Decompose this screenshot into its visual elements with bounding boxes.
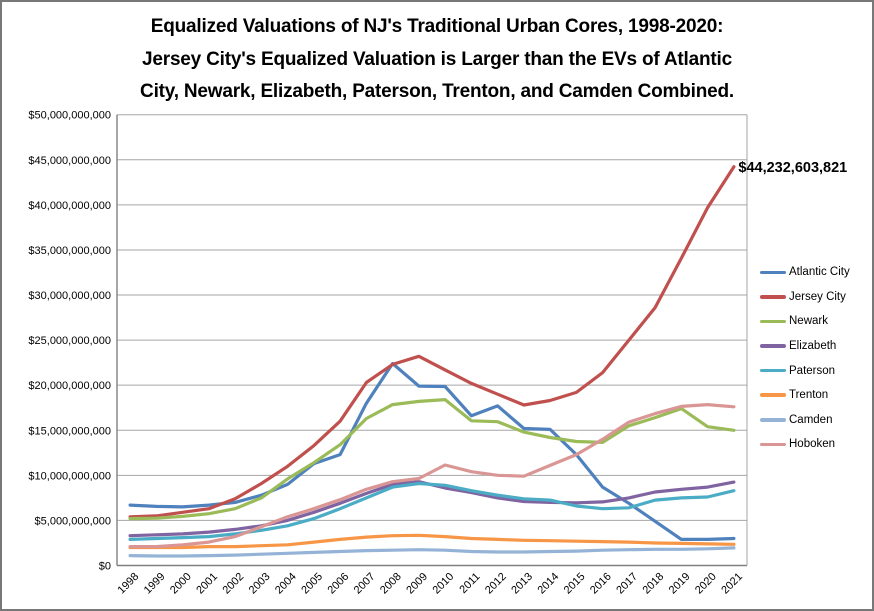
legend-label: Trenton: [789, 389, 829, 402]
x-tick-label: 2001: [194, 571, 220, 597]
series-line-hoboken: [128, 403, 736, 549]
legend-label: Paterson: [789, 364, 836, 377]
x-tick-label: 2006: [326, 571, 352, 597]
x-tick-label: 2013: [509, 571, 535, 597]
series-line-camden: [128, 546, 736, 558]
chart-title-line-3: City, Newark, Elizabeth, Paterson, Trent…: [140, 81, 734, 102]
legend-item-trenton: Trenton: [760, 383, 872, 408]
chart-title-line-2: Jersey City's Equalized Valuation is Lar…: [142, 48, 732, 70]
y-tick-label: $40,000,000,000: [28, 200, 111, 212]
legend-swatch-trenton: [760, 393, 786, 398]
legend-label: Camden: [789, 413, 833, 426]
legend-swatch-newark: [760, 319, 786, 324]
x-tick-label: 2017: [614, 571, 640, 597]
legend-item-hoboken: Hoboken: [760, 432, 872, 457]
legend-label: Newark: [789, 315, 828, 328]
legend-swatch-atlantic-city: [760, 270, 786, 275]
legend: Atlantic City Jersey City Newark Elizabeth P…: [760, 260, 872, 457]
x-tick-label: 2015: [562, 571, 588, 597]
x-tick-label: 2019: [667, 571, 693, 597]
x-tick-label: 2011: [457, 571, 482, 596]
data-label-jersey-city-2021: $44,232,603,821: [738, 160, 847, 176]
series-line-newark: [128, 398, 736, 521]
x-tick-label: 2007: [352, 571, 378, 597]
y-tick-label: $30,000,000,000: [28, 290, 111, 302]
y-tick-label: $45,000,000,000: [28, 155, 111, 167]
legend-item-camden: Camden: [760, 408, 872, 433]
chart-title: Equalized Valuations of NJ's Traditional…: [2, 11, 872, 109]
x-tick-label: 2020: [693, 571, 719, 597]
x-tick-label: 2021: [719, 571, 745, 597]
x-tick-label: 2010: [431, 571, 457, 597]
y-tick-label: $0: [99, 561, 111, 573]
x-tick-label: 2003: [247, 571, 273, 597]
y-tick-label: $20,000,000,000: [28, 380, 111, 392]
y-tick-label: $10,000,000,000: [28, 470, 111, 482]
legend-item-paterson: Paterson: [760, 358, 872, 383]
legend-swatch-jersey-city: [760, 295, 786, 299]
legend-item-jersey-city: Jersey City: [760, 285, 872, 310]
legend-label: Jersey City: [789, 290, 846, 303]
chart-title-line-1: Equalized Valuations of NJ's Traditional…: [150, 16, 724, 37]
legend-item-atlantic-city: Atlantic City: [760, 260, 872, 285]
x-tick-label: 2012: [483, 571, 509, 597]
legend-item-newark: Newark: [760, 309, 872, 334]
x-tick-label: 2014: [536, 571, 562, 597]
legend-label: Atlantic City: [789, 266, 850, 279]
legend-item-elizabeth: Elizabeth: [760, 334, 872, 359]
y-tick-label: $5,000,000,000: [35, 515, 111, 527]
x-tick-label: 2000: [168, 571, 194, 597]
x-tick-label: 2008: [378, 571, 404, 597]
series-line-jersey-city: [128, 165, 736, 519]
y-tick-label: $35,000,000,000: [28, 245, 111, 257]
x-tick-label: 2018: [641, 571, 667, 597]
x-tick-label: 2009: [404, 571, 430, 597]
x-tick-label: 2002: [221, 571, 247, 597]
series-line-paterson: [128, 481, 736, 542]
x-tick-label: 1999: [142, 571, 168, 597]
legend-swatch-elizabeth: [760, 344, 786, 348]
y-tick-label: $15,000,000,000: [28, 425, 111, 437]
y-tick-label: $25,000,000,000: [28, 335, 111, 347]
x-tick-label: 2005: [299, 571, 325, 597]
x-tick-label: 2004: [273, 571, 299, 597]
y-tick-label: $50,000,000,000: [28, 110, 111, 122]
legend-label: Elizabeth: [789, 340, 837, 353]
x-tick-label: 1998: [116, 571, 142, 597]
legend-swatch-hoboken: [760, 442, 786, 447]
legend-label: Hoboken: [789, 438, 836, 451]
series-line-elizabeth: [128, 480, 736, 538]
legend-swatch-camden: [760, 418, 786, 422]
x-tick-label: 2016: [588, 571, 614, 597]
series-line-trenton: [128, 533, 736, 550]
legend-swatch-paterson: [760, 368, 786, 373]
